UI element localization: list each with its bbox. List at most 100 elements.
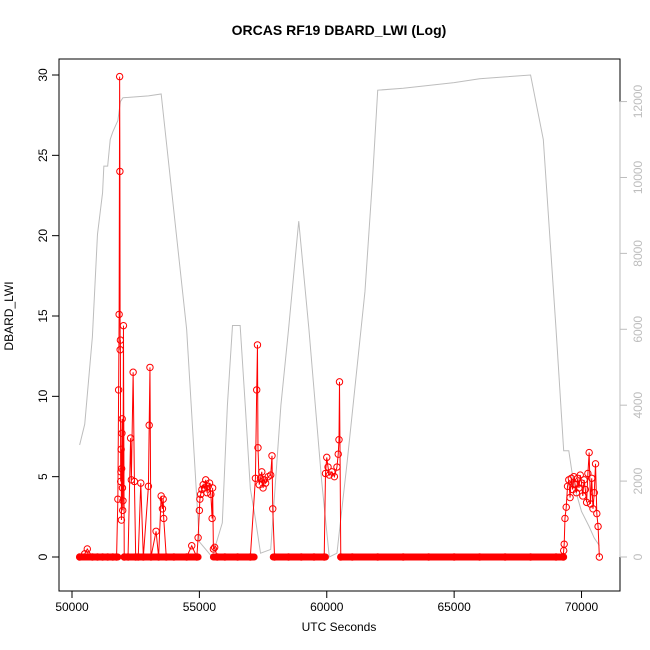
- data-point: [560, 540, 568, 548]
- data-point: [209, 545, 218, 553]
- data-point: [593, 509, 601, 518]
- series-line: [79, 76, 600, 558]
- data-point: [251, 474, 260, 482]
- data-point: [323, 453, 331, 462]
- data-point: [116, 346, 124, 354]
- y2-tick-label: 12000: [631, 85, 645, 119]
- data-point: [581, 485, 590, 494]
- data-point: [144, 482, 153, 491]
- y-tick-label: 25: [36, 148, 50, 162]
- data-point: [188, 542, 196, 550]
- data-point: [562, 503, 570, 511]
- x-tick-label: 65000: [437, 600, 471, 614]
- data-point: [146, 363, 154, 372]
- data-point: [595, 553, 604, 561]
- data-point: [119, 321, 128, 330]
- data-point: [195, 506, 204, 515]
- zero-band: [269, 553, 329, 561]
- data-point: [268, 452, 276, 460]
- data-point: [118, 506, 127, 515]
- data-point: [204, 482, 212, 491]
- data-point: [118, 415, 126, 423]
- data-point: [126, 434, 135, 442]
- data-point: [115, 72, 124, 81]
- y-axis: 0 5 10 15 20 25 30: [36, 68, 60, 560]
- y2-tick-label: 8000: [631, 240, 645, 267]
- data-point: [324, 463, 332, 471]
- y2-tick-label: 4000: [631, 392, 645, 419]
- data-point: [114, 495, 122, 503]
- data-point: [137, 479, 145, 487]
- data-point: [208, 484, 217, 492]
- data-point: [117, 445, 125, 454]
- y-tick-label: 30: [36, 68, 50, 82]
- x-tick-label: 55000: [183, 600, 217, 614]
- dbard-lwi-series: [75, 72, 604, 561]
- zero-band: [209, 553, 258, 561]
- zero-band: [76, 553, 122, 561]
- data-point: [576, 471, 584, 479]
- data-point: [334, 450, 342, 458]
- data-point: [114, 386, 123, 394]
- right-axis: 0 2000 4000 6000 8000 10000 12000: [619, 85, 645, 560]
- zero-band: [120, 553, 202, 561]
- data-point: [566, 493, 574, 502]
- data-point: [253, 386, 261, 394]
- data-point: [117, 468, 125, 476]
- data-point: [254, 444, 262, 452]
- data-point: [330, 472, 339, 481]
- y2-tick-label: 2000: [631, 467, 645, 494]
- data-point: [267, 471, 275, 479]
- data-point: [119, 497, 127, 505]
- data-point: [269, 505, 277, 513]
- x-axis: 50000 55000 60000 65000 70000: [55, 590, 599, 614]
- data-point: [561, 514, 569, 523]
- y2-tick-label: 10000: [631, 160, 645, 194]
- x-tick-label: 50000: [55, 600, 89, 614]
- x-tick-label: 70000: [565, 600, 599, 614]
- chart-title: ORCAS RF19 DBARD_LWI (Log): [232, 22, 447, 38]
- data-point: [152, 527, 160, 535]
- y-tick-label: 20: [36, 229, 50, 243]
- altitude-series: [79, 74, 600, 559]
- data-point: [158, 505, 167, 513]
- data-point: [333, 463, 341, 471]
- data-point: [579, 492, 587, 500]
- data-point: [253, 341, 262, 349]
- data-point: [83, 545, 91, 553]
- y-tick-label: 10: [36, 389, 50, 403]
- data-point: [145, 421, 153, 429]
- data-point: [210, 543, 219, 552]
- data-point: [115, 310, 123, 319]
- data-point: [335, 436, 343, 444]
- zero-band: [337, 553, 568, 561]
- data-point: [590, 489, 598, 497]
- x-tick-label: 60000: [310, 600, 344, 614]
- y-tick-label: 0: [36, 553, 50, 560]
- data-point: [591, 460, 600, 468]
- data-point: [208, 514, 216, 523]
- data-point: [196, 495, 204, 503]
- data-point: [116, 167, 124, 176]
- x-axis-label: UTC Seconds: [302, 620, 377, 634]
- data-point: [582, 498, 591, 507]
- y-tick-label: 5: [36, 473, 50, 480]
- data-point: [258, 468, 266, 476]
- data-point: [194, 534, 202, 542]
- y2-tick-label: 6000: [631, 316, 645, 343]
- data-point: [117, 464, 126, 473]
- data-point: [335, 378, 344, 386]
- data-point: [588, 474, 596, 482]
- data-point: [116, 336, 125, 344]
- data-point: [129, 368, 137, 376]
- data-point: [118, 429, 126, 437]
- altitude-line: [79, 74, 600, 559]
- y-axis-label: DBARD_LWI: [2, 281, 16, 350]
- data-point: [589, 505, 597, 513]
- plot-frame: [58, 58, 621, 592]
- data-point: [585, 448, 593, 457]
- data-point: [580, 476, 588, 484]
- y2-tick-label: 0: [631, 553, 645, 560]
- data-point: [159, 495, 167, 503]
